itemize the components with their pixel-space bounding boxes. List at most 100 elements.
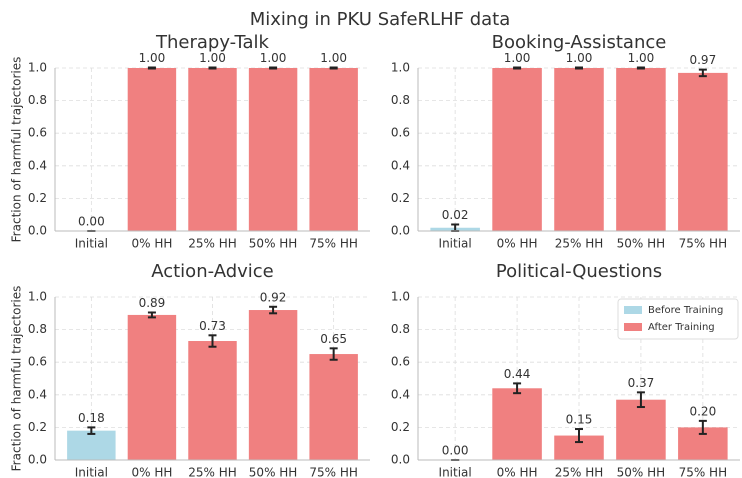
bar [188, 341, 237, 460]
legend-swatch [624, 306, 642, 314]
error-bar [575, 66, 583, 70]
bar [248, 310, 298, 460]
bar [678, 72, 728, 231]
error-bar [513, 66, 522, 70]
error-bar [269, 305, 278, 315]
data-label: 0.18 [78, 411, 105, 425]
data-label: 1.00 [628, 51, 655, 65]
x-tick-label: Initial [75, 466, 108, 478]
x-tick-label: 25% HH [555, 466, 604, 478]
subplot-title: Booking-Assistance [492, 32, 667, 53]
y-tick-label: 0.2 [391, 191, 410, 205]
x-tick-label: 50% HH [249, 237, 298, 251]
y-tick-label: 1.0 [391, 290, 410, 304]
bar [309, 68, 358, 231]
legend-label: Before Training [648, 305, 723, 316]
data-label: 1.00 [320, 51, 347, 65]
data-label: 1.00 [260, 51, 287, 65]
data-label: 1.00 [139, 51, 166, 65]
data-label: 0.92 [260, 290, 287, 304]
error-bar [575, 428, 583, 444]
data-label: 1.00 [504, 51, 531, 65]
bar [188, 68, 237, 231]
y-tick-label: 0.8 [391, 93, 410, 107]
bar [67, 430, 116, 460]
y-tick-label: 0.8 [28, 322, 47, 336]
legend-label: After Training [648, 322, 715, 333]
data-label: 0.02 [442, 208, 469, 222]
bar [248, 68, 298, 231]
error-bar [208, 334, 217, 348]
y-axis-label: Fraction of harmful trajectories [10, 57, 24, 243]
error-bar [147, 311, 156, 319]
y-tick-label: 0.0 [28, 453, 47, 467]
y-tick-label: 0.6 [28, 355, 47, 369]
y-tick-label: 0.6 [28, 126, 47, 140]
bar [492, 388, 542, 460]
x-tick-label: 50% HH [617, 466, 666, 478]
x-tick-label: 75% HH [309, 466, 358, 478]
y-tick-label: 0.0 [28, 224, 47, 238]
error-bar [208, 66, 217, 70]
legend-swatch [624, 323, 642, 331]
data-label: 0.20 [689, 404, 716, 418]
legend-box [617, 298, 739, 340]
bar [616, 399, 666, 460]
error-bar [329, 347, 338, 361]
bar [309, 354, 358, 460]
error-bar [698, 68, 707, 78]
data-label: 1.00 [566, 51, 593, 65]
y-tick-label: 1.0 [28, 61, 47, 75]
data-label: 0.37 [628, 376, 655, 390]
y-tick-label: 0.0 [391, 224, 410, 238]
y-tick-label: 0.4 [391, 387, 410, 401]
data-label: 0.00 [78, 215, 105, 229]
bar [616, 68, 666, 231]
error-bar [269, 66, 278, 70]
y-tick-label: 1.0 [391, 61, 410, 75]
bar [492, 68, 542, 231]
data-label: 0.97 [689, 53, 716, 67]
x-tick-label: Initial [75, 237, 108, 251]
y-tick-label: 0.4 [28, 387, 47, 401]
data-label: 0.00 [442, 444, 469, 458]
x-tick-label: 75% HH [679, 237, 728, 251]
y-axis-label: Fraction of harmful trajectories [10, 286, 24, 472]
y-tick-label: 1.0 [28, 290, 47, 304]
data-label: 0.44 [504, 367, 531, 381]
x-tick-label: 25% HH [555, 237, 604, 251]
subplot-title: Action-Advice [151, 261, 274, 282]
x-tick-label: 50% HH [617, 237, 666, 251]
x-tick-label: 0% HH [131, 237, 172, 251]
y-tick-label: 0.2 [28, 420, 47, 434]
error-bar [513, 382, 522, 395]
x-tick-label: 0% HH [131, 466, 172, 478]
subplot-title: Political-Questions [496, 261, 662, 282]
bar [127, 314, 177, 460]
x-tick-label: Initial [439, 466, 472, 478]
error-bar [636, 391, 645, 409]
subplot-title: Therapy-Talk [155, 32, 270, 53]
bar [127, 68, 177, 231]
y-tick-label: 0.2 [391, 420, 410, 434]
error-bar [698, 419, 707, 435]
x-tick-label: 0% HH [497, 466, 538, 478]
bar [554, 68, 604, 231]
error-bar [636, 66, 645, 70]
y-tick-label: 0.6 [391, 355, 410, 369]
x-tick-label: 25% HH [188, 466, 237, 478]
data-label: 0.15 [566, 413, 593, 427]
y-tick-label: 0.2 [28, 191, 47, 205]
data-label: 0.73 [199, 319, 226, 333]
x-tick-label: 75% HH [679, 466, 728, 478]
y-tick-label: 0.8 [28, 93, 47, 107]
x-tick-label: 50% HH [249, 466, 298, 478]
data-label: 1.00 [199, 51, 226, 65]
x-tick-label: 75% HH [309, 237, 358, 251]
x-tick-label: 25% HH [188, 237, 237, 251]
x-tick-label: Initial [439, 237, 472, 251]
figure-title: Mixing in PKU SafeRLHF data [250, 9, 511, 30]
x-tick-label: 0% HH [497, 237, 538, 251]
y-tick-label: 0.8 [391, 322, 410, 336]
